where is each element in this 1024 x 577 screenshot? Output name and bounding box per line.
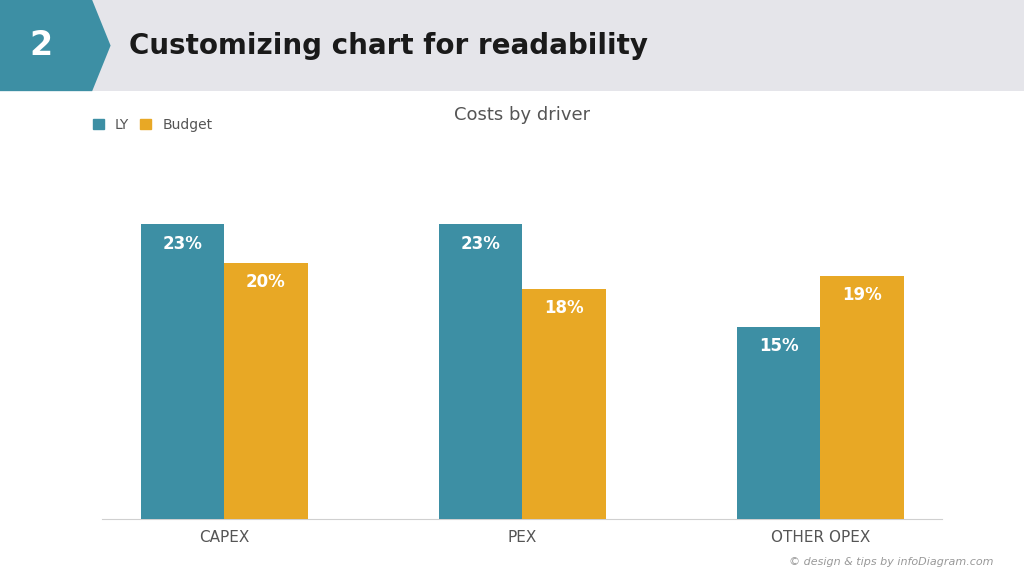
Text: 15%: 15% xyxy=(759,337,799,355)
Legend: LY, Budget: LY, Budget xyxy=(92,118,213,132)
Text: 18%: 18% xyxy=(544,299,584,317)
Text: 23%: 23% xyxy=(461,235,501,253)
Bar xyxy=(522,288,606,519)
Bar xyxy=(820,276,904,519)
Bar xyxy=(737,327,820,519)
Text: Costs by driver: Costs by driver xyxy=(455,106,590,124)
Bar xyxy=(140,224,224,519)
Text: 23%: 23% xyxy=(163,235,203,253)
Bar xyxy=(438,224,522,519)
Text: 20%: 20% xyxy=(246,273,286,291)
Bar xyxy=(224,263,307,519)
Text: Customizing chart for readability: Customizing chart for readability xyxy=(129,32,648,59)
Text: 2: 2 xyxy=(30,29,52,62)
Text: 19%: 19% xyxy=(843,286,882,304)
Text: © design & tips by infoDiagram.com: © design & tips by infoDiagram.com xyxy=(788,557,993,567)
